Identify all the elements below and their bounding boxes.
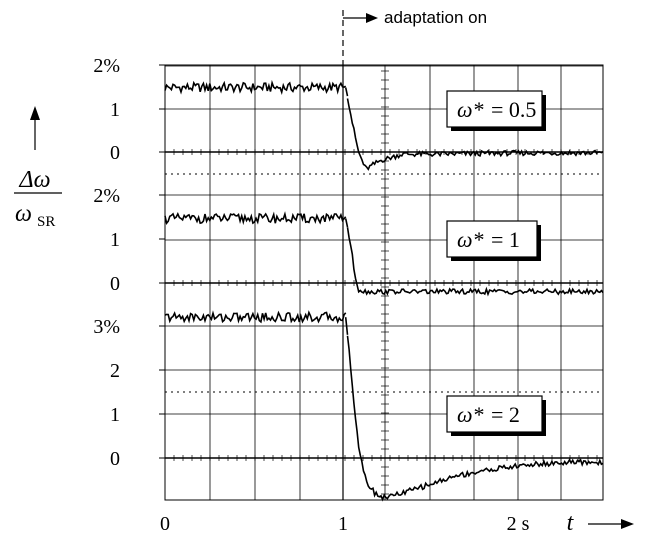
ylabel-denominator: ω — [15, 201, 32, 227]
axes — [159, 10, 604, 501]
x-tick-label: 2 s — [507, 513, 530, 535]
y-tick-label: 3% — [93, 316, 120, 338]
y-tick-label: 1 — [110, 229, 120, 251]
series-step-connector — [344, 87, 349, 97]
panel-label-value: = 1 — [491, 227, 520, 252]
panel-label-value: = 0.5 — [491, 97, 536, 122]
series-step-connector — [344, 218, 349, 228]
ylabel-arrow-head — [30, 106, 40, 120]
event-annotation: adaptation on — [384, 8, 487, 27]
y-tick-label: 1 — [110, 99, 120, 121]
panel-label-prefix: ω* — [457, 227, 484, 252]
event-arrow-head — [366, 13, 378, 23]
y-tick-label: 0 — [110, 142, 120, 164]
panel-label-box — [446, 395, 543, 433]
panel-label-box — [446, 220, 538, 258]
y-tick-label: 0 — [110, 273, 120, 295]
y-tick-label: 0 — [110, 448, 120, 470]
series-line — [164, 310, 347, 325]
series-line — [346, 335, 604, 502]
y-tick-label: 2% — [93, 185, 120, 207]
panel-label-value: = 2 — [491, 402, 520, 427]
panel-label-prefix: ω* — [457, 402, 484, 427]
x-axis-arrow-head — [621, 519, 634, 529]
y-tick-label: 2% — [93, 55, 120, 77]
panel-label-box — [446, 90, 543, 128]
x-axis-label: t — [567, 510, 575, 536]
labels-layer: adaptation on 2% 1 0 2% 1 0 3% 2 1 0 Δω ω SR 0 1 2 s t ω* =… — [14, 8, 634, 536]
ylabel-denominator-sub: SR — [37, 214, 55, 230]
panel-label-prefix: ω* — [457, 97, 484, 122]
series-line — [164, 211, 347, 226]
series-line — [346, 227, 604, 297]
x-tick-label: 0 — [160, 513, 170, 535]
series-step-connector — [344, 317, 349, 335]
x-tick-label: 1 — [338, 513, 348, 535]
y-tick-label: 1 — [110, 404, 120, 426]
series-line — [164, 79, 347, 96]
series-line — [346, 98, 604, 171]
ylabel-numerator: Δω — [18, 167, 50, 193]
series-layer — [164, 79, 604, 502]
y-tick-label: 2 — [110, 360, 120, 382]
